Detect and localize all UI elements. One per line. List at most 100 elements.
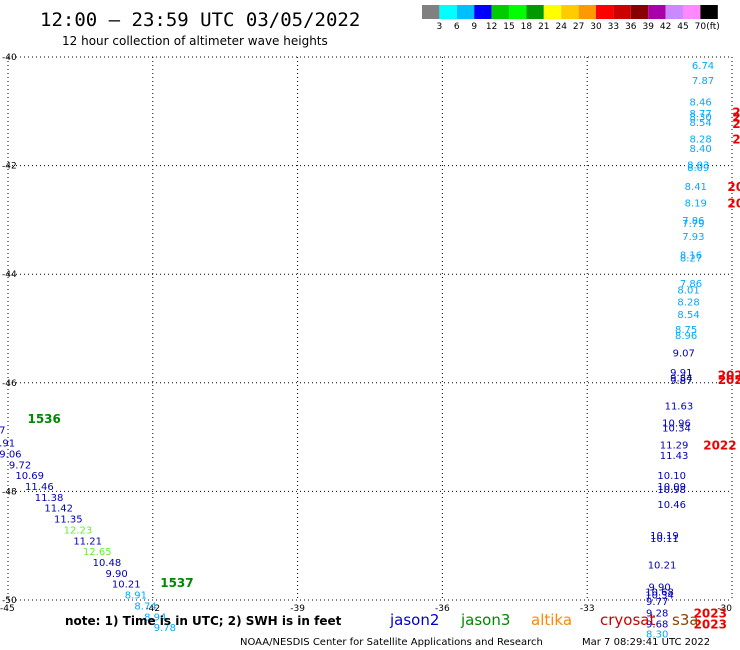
wave-height-label: 8.41 xyxy=(685,182,707,193)
grid-lines xyxy=(7,56,733,601)
satellite-label-jason2: jason2 xyxy=(389,611,439,629)
wave-height-label: 10.69 xyxy=(15,471,44,482)
wave-height-label: 9.07 xyxy=(673,348,695,359)
wave-height-label: 8.75 xyxy=(675,325,697,336)
wave-height-label: 8.91 xyxy=(125,591,147,602)
colorbar-swatch xyxy=(422,5,440,19)
wave-height-label: 11.29 xyxy=(660,441,689,452)
wave-height-labels: 6.747.878.468.778.308.548.288.408.038.09… xyxy=(0,61,714,641)
wave-height-label: 9.90 xyxy=(105,569,127,580)
wave-height-label: 9.77 xyxy=(646,597,668,608)
colorbar-tick: 42 xyxy=(660,22,671,32)
colorbar-swatch xyxy=(665,5,683,19)
wave-height-label: 10.27 xyxy=(0,425,5,436)
wave-height-label: 9.90 xyxy=(648,582,670,593)
wave-height-label: 11.46 xyxy=(25,482,54,493)
x-tick-label: -33 xyxy=(580,604,595,614)
x-axis-ticks: -45 -42 -39 -36 -33 -30 xyxy=(0,604,732,614)
colorbar-swatch xyxy=(561,5,579,19)
colorbar-swatch xyxy=(543,5,562,19)
time-label: 2021 xyxy=(727,197,740,211)
x-tick-label: -42 xyxy=(145,604,160,614)
wave-height-label: 8.16 xyxy=(680,251,702,262)
wave-height-label: 10.48 xyxy=(93,558,122,569)
time-label: 2022 xyxy=(718,369,740,383)
colorbar-tick: 6 xyxy=(454,22,460,32)
wave-height-label: 8.28 xyxy=(689,134,711,145)
time-label: 1537 xyxy=(160,576,193,590)
wave-height-label: 11.38 xyxy=(35,493,64,504)
colorbar-swatch xyxy=(700,5,718,19)
time-labels: 1536153720202020202020202021202120222022… xyxy=(27,105,740,631)
satellite-legend: jason2 jason3 altika cryosat s3a xyxy=(389,611,699,629)
wave-height-label: 8.30 xyxy=(646,630,668,641)
wave-height-label: 10.68 xyxy=(645,587,674,598)
colorbar-tick: 45 xyxy=(677,22,688,32)
colorbar-swatch xyxy=(474,5,492,19)
y-axis-ticks: -40 -42 -44 -46 -48 -50 xyxy=(2,53,17,606)
wave-height-label: 7.79 xyxy=(682,219,704,230)
satellite-label-jason3: jason3 xyxy=(460,611,510,629)
colorbar-swatch xyxy=(456,5,475,19)
wave-height-label: 10.19 xyxy=(650,531,679,542)
colorbar-swatch xyxy=(630,5,649,19)
colorbar-unit: (ft) xyxy=(706,22,720,32)
x-tick-label: -39 xyxy=(290,604,305,614)
wave-height-label: 8.74 xyxy=(134,601,156,612)
wave-height-label: 7.86 xyxy=(682,216,704,227)
wave-height-label: 10.11 xyxy=(650,534,679,545)
colorbar-tick: 39 xyxy=(642,22,654,32)
y-tick-label: -48 xyxy=(2,487,17,497)
colorbar-tick: 70 xyxy=(695,22,707,32)
wave-height-label: 8.96 xyxy=(675,331,697,342)
wave-height-label: 10.21 xyxy=(112,580,141,591)
colorbar-swatch xyxy=(648,5,666,19)
wave-height-label: 7.93 xyxy=(682,232,704,243)
wave-height-label: 10.34 xyxy=(662,423,691,434)
wave-height-label: 8.94 xyxy=(144,612,166,623)
wave-height-label: 8.28 xyxy=(677,297,699,308)
colorbar-swatch xyxy=(683,5,701,19)
footer-timestamp: Mar 7 08:29:41 UTC 2022 xyxy=(582,637,710,648)
colorbar-tick: 9 xyxy=(471,22,477,32)
time-label: 2021 xyxy=(727,180,740,194)
colorbar-swatch xyxy=(578,5,596,19)
colorbar-legend: 3 6 9 12 15 18 21 24 27 30 33 36 39 42 45 70 (ft) xyxy=(422,5,720,32)
time-label: 2022 xyxy=(703,439,736,453)
wave-height-label: 8.46 xyxy=(689,98,711,109)
y-tick-label: -46 xyxy=(2,379,17,389)
wave-height-label: 11.63 xyxy=(665,402,694,413)
wave-height-label: 9.28 xyxy=(646,608,668,619)
colorbar-tick: 12 xyxy=(486,22,497,32)
y-tick-label: -40 xyxy=(2,53,17,63)
colorbar-tick: 33 xyxy=(608,22,619,32)
wave-height-label: 11.21 xyxy=(73,536,102,547)
colorbar-swatch xyxy=(491,5,509,19)
wave-height-label: 10.98 xyxy=(657,485,686,496)
wave-height-label: 9.72 xyxy=(9,460,31,471)
colorbar-swatch xyxy=(526,5,544,19)
wave-height-label: 10.96 xyxy=(662,418,691,429)
satellite-label-cryosat: cryosat xyxy=(600,611,655,629)
wave-height-label: 9.06 xyxy=(0,449,22,460)
colorbar-tick: 30 xyxy=(590,22,602,32)
colorbar-swatch xyxy=(596,5,614,19)
colorbar-tick: 21 xyxy=(538,22,549,32)
colorbar-swatch xyxy=(509,5,527,19)
satellite-label-s3a: s3a xyxy=(672,611,699,629)
wave-height-label: 6.74 xyxy=(692,61,714,72)
footer-credit: NOAA/NESDIS Center for Satellite Applica… xyxy=(240,637,543,648)
time-label: 2023 xyxy=(694,606,727,620)
wave-height-label: 10.21 xyxy=(648,561,677,572)
colorbar-tick: 27 xyxy=(573,22,584,32)
time-label: 1536 xyxy=(27,412,60,426)
colorbar-tick: 36 xyxy=(625,22,637,32)
time-label: 2023 xyxy=(694,617,727,631)
colorbar-tick: 18 xyxy=(521,22,533,32)
wave-height-label: 9.87 xyxy=(670,376,692,387)
wave-height-label: 10.34 xyxy=(645,591,674,602)
wave-height-label: 11.43 xyxy=(660,451,689,462)
